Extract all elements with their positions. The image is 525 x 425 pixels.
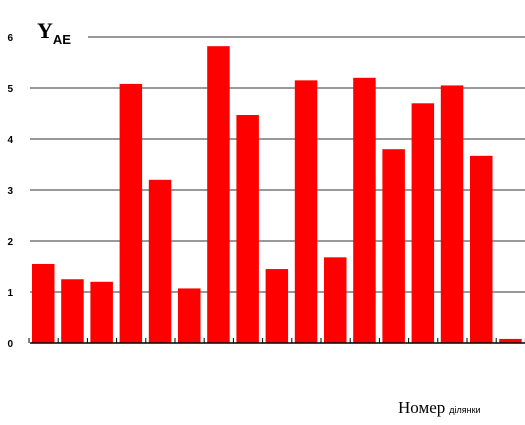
bar — [294, 80, 318, 343]
x-axis-label-sub: ділянки — [449, 405, 481, 415]
bar — [382, 149, 405, 343]
y-tick-label: 5 — [7, 84, 13, 95]
bar — [61, 279, 84, 343]
bar — [207, 46, 230, 344]
y-tick-labels: 0 1 2 3 4 5 6 — [7, 33, 13, 350]
y-tick-label: 6 — [7, 33, 13, 44]
x-axis-label: Номер ділянки — [398, 398, 481, 418]
bar — [119, 83, 143, 344]
bar — [324, 257, 347, 343]
x-axis — [28, 338, 525, 344]
bar — [236, 115, 259, 343]
y-axis-label-sub: AE — [53, 32, 71, 47]
y-tick-label: 1 — [7, 288, 13, 299]
bar — [90, 281, 113, 343]
bars — [32, 46, 522, 344]
bar — [148, 179, 172, 343]
y-tick-label: 4 — [7, 135, 13, 146]
y-tick-label: 3 — [7, 186, 13, 197]
bar — [499, 338, 522, 343]
y-tick-label: 2 — [7, 237, 13, 248]
bar — [353, 77, 376, 344]
bar — [32, 263, 55, 343]
y-axis-label-main: Y — [37, 18, 53, 43]
bar — [411, 103, 435, 343]
bar — [440, 85, 464, 343]
bar — [470, 155, 493, 343]
y-axis-label: YAE — [37, 18, 71, 47]
x-axis-label-main: Номер — [398, 398, 446, 417]
y-tick-label: 0 — [7, 339, 13, 350]
bar — [265, 269, 289, 343]
bar — [178, 288, 201, 343]
